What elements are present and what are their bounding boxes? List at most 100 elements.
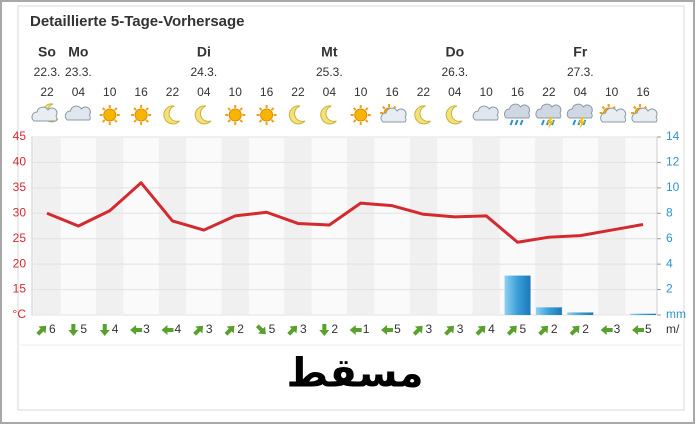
wind-speed: 3 — [206, 322, 213, 336]
cloud — [566, 103, 593, 119]
x-tick-label: 04 — [197, 85, 211, 99]
wind-speed: 5 — [394, 322, 401, 336]
x-tick-label: 22 — [166, 85, 180, 99]
moon — [163, 105, 180, 125]
cloud — [600, 107, 627, 123]
weather-icon — [535, 103, 562, 129]
cloud — [472, 105, 499, 121]
precip-bar — [630, 313, 657, 315]
day-label: Di — [197, 44, 211, 60]
day-label: Fr — [573, 44, 588, 60]
moon — [194, 105, 212, 125]
cloud — [535, 103, 562, 119]
weather-icon — [99, 105, 120, 125]
weather-icon — [380, 104, 407, 123]
wind-arrow — [600, 325, 613, 335]
date-label: 27.3. — [567, 65, 594, 79]
rain-drop — [572, 119, 577, 126]
y2-tick-label: 8 — [666, 205, 673, 219]
weather-icon — [350, 105, 371, 125]
rain-drop — [514, 119, 519, 126]
wind-speed: 1 — [363, 322, 370, 336]
date-label: 26.3. — [441, 65, 468, 79]
sun — [354, 108, 368, 122]
y-tick-label: 15 — [13, 282, 27, 296]
x-tick-label: 22 — [542, 85, 556, 99]
rain-drop — [509, 119, 514, 126]
wind-arrow — [632, 325, 645, 335]
wind-arrow — [319, 324, 330, 336]
wind-arrow — [161, 325, 174, 335]
cloud — [31, 106, 58, 122]
x-tick-label: 04 — [448, 85, 462, 99]
y2-tick-label: 10 — [666, 180, 680, 194]
weather-icon — [64, 105, 91, 121]
wind-speed: 2 — [582, 322, 589, 336]
x-tick-label: 10 — [103, 85, 117, 99]
sun — [260, 108, 274, 122]
wind-speed: 4 — [112, 322, 119, 336]
y-tick-label: 45 — [13, 129, 27, 143]
weather-icon — [31, 103, 59, 123]
date-label: 25.3. — [316, 65, 343, 79]
sun-ray — [145, 119, 149, 123]
sun — [134, 108, 148, 122]
sun-ray — [352, 107, 357, 111]
sun-ray — [364, 119, 369, 123]
moon — [445, 105, 463, 125]
x-tick-label: 10 — [605, 85, 619, 99]
weather-icon — [256, 105, 277, 125]
rain-drop — [550, 119, 555, 126]
y2-tick-label: 2 — [666, 282, 673, 296]
x-tick-label: 10 — [354, 85, 368, 99]
sun-ray — [601, 105, 606, 110]
sun-ray — [133, 107, 137, 111]
moon — [320, 105, 337, 125]
column-shade — [33, 138, 61, 314]
x-tick-label: 04 — [323, 85, 337, 99]
column-shade — [472, 138, 500, 314]
x-tick-label: 22 — [291, 85, 305, 99]
y2-tick-label: 6 — [666, 231, 673, 245]
column-shade — [158, 138, 187, 314]
sun — [103, 108, 117, 122]
weather-icon — [504, 103, 531, 126]
wind-arrow — [224, 325, 235, 336]
wind-speed: 6 — [49, 322, 56, 336]
wind-arrow — [412, 325, 423, 336]
sun-ray — [101, 119, 106, 123]
weather-icon — [414, 105, 431, 125]
sun-ray — [258, 119, 263, 123]
precip-bar — [567, 312, 594, 315]
x-tick-label: 04 — [72, 85, 86, 99]
x-tick-label: 16 — [134, 85, 148, 99]
wind-arrow — [255, 324, 266, 335]
y2-tick-label: mm — [666, 307, 686, 321]
y-tick-label: 30 — [13, 205, 27, 219]
wind-speed: 5 — [269, 322, 276, 336]
rain-drop — [519, 119, 524, 126]
wind-speed: 3 — [614, 322, 621, 336]
y2-tick-label: 14 — [666, 129, 680, 143]
sun-ray — [270, 107, 275, 111]
x-tick-label: 16 — [636, 85, 650, 99]
column-shade — [96, 138, 124, 314]
wind-speed: 4 — [174, 322, 181, 336]
column-shade — [535, 138, 563, 314]
x-tick-label: 10 — [229, 85, 243, 99]
temperature-line — [46, 181, 644, 244]
rain-drop — [540, 119, 545, 126]
precip-bar — [504, 275, 531, 315]
y-tick-label: °C — [13, 307, 27, 321]
cloud — [631, 107, 658, 123]
wind-arrow — [287, 325, 298, 336]
wind-speed: 3 — [143, 322, 150, 336]
sun — [228, 108, 242, 122]
sun-ray — [101, 107, 106, 111]
sun-ray — [145, 107, 149, 111]
weather-icon — [288, 105, 306, 125]
x-tick-label: 22 — [40, 85, 54, 99]
weather-icon — [320, 105, 337, 125]
weather-icon — [599, 104, 627, 123]
